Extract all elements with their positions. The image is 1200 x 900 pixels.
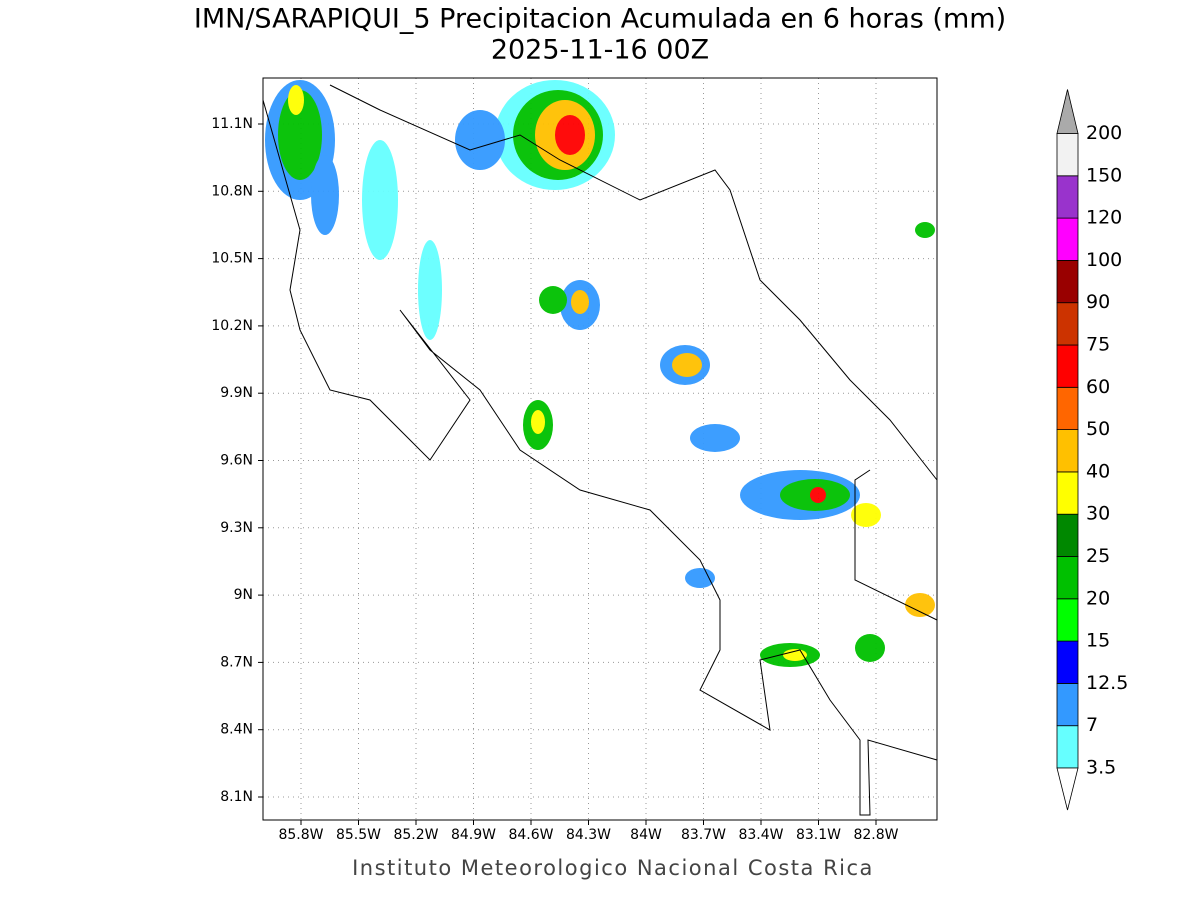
- precip-area: [288, 85, 304, 115]
- colorbar-segment: [1056, 640, 1079, 684]
- lon-label: 84.9W: [451, 827, 496, 843]
- axis-labels: 11.1N 10.8N 10.5N 10.2N 9.9N 9.6N 9.3N 9N 8.7N 8.…: [211, 116, 898, 843]
- lat-label: 10.5N: [211, 251, 253, 267]
- lon-label: 85.2W: [393, 827, 438, 843]
- precip-area: [690, 424, 740, 452]
- lat-label: 9.9N: [220, 385, 253, 401]
- colorbar-segment: [1056, 133, 1079, 177]
- lat-label: 9.3N: [220, 520, 253, 536]
- map-frame: [262, 77, 938, 821]
- precip-area: [810, 487, 826, 503]
- precip-area: [278, 90, 322, 180]
- lon-label: 84W: [630, 827, 662, 843]
- colorbar-label: 120: [1086, 207, 1122, 229]
- colorbar-label: 75: [1086, 334, 1110, 356]
- colorbar-segment: [1056, 259, 1079, 304]
- precip-area: [531, 410, 545, 434]
- lon-label: 83.4W: [738, 827, 783, 843]
- colorbar-label: 25: [1086, 545, 1110, 567]
- border: [854, 469, 938, 621]
- colorbar-over: [1056, 89, 1079, 134]
- colorbar-segment: [1056, 683, 1079, 727]
- precip-area: [311, 155, 339, 235]
- lon-label: 85.5W: [336, 827, 381, 843]
- colorbar-segment: [1056, 429, 1079, 473]
- footer: Instituto Meteorologico Nacional Costa R…: [352, 856, 874, 880]
- colorbar-segment: [1056, 344, 1079, 388]
- colorbar-label: 50: [1086, 418, 1110, 440]
- border: [329, 84, 938, 481]
- precip-area: [672, 353, 702, 377]
- colorbar-label: 15: [1086, 630, 1110, 652]
- precipitation: [265, 80, 935, 667]
- colorbar-segment: [1056, 725, 1079, 769]
- colorbar-label: 40: [1086, 460, 1110, 482]
- colorbar-segment: [1056, 556, 1079, 600]
- lat-label: 11.1N: [211, 116, 253, 132]
- precip-area: [362, 140, 398, 260]
- lon-label: 84.6W: [508, 827, 553, 843]
- colorbar-segment: [1056, 471, 1079, 515]
- lon-label: 83.1W: [796, 827, 841, 843]
- colorbar-label: 20: [1086, 587, 1110, 609]
- colorbar-label: 12.5: [1086, 672, 1128, 694]
- precip-area: [455, 110, 505, 170]
- lon-label: 85.8W: [278, 827, 323, 843]
- coastline: [262, 84, 938, 816]
- lat-label: 10.2N: [211, 318, 253, 334]
- precip-area: [915, 222, 935, 238]
- colorbar-label: 150: [1086, 164, 1122, 186]
- colorbar-label: 200: [1086, 122, 1122, 144]
- colorbar-under: [1056, 767, 1079, 811]
- precip-area: [555, 115, 585, 155]
- colorbar-segment: [1056, 175, 1079, 219]
- lat-label: 9.6N: [220, 453, 253, 469]
- lon-label: 84.3W: [566, 827, 611, 843]
- colorbar: 3.5 7 12.5 15 20 25 30 40 50 60 75 90 100 120 150 200: [1056, 89, 1128, 811]
- precip-area: [539, 286, 567, 314]
- precip-area: [418, 240, 442, 340]
- lat-label: 8.4N: [220, 722, 253, 738]
- colorbar-segment: [1056, 598, 1079, 642]
- colorbar-label: 30: [1086, 503, 1110, 525]
- subtitle: 2025-11-16 00Z: [491, 35, 709, 66]
- lat-label: 9N: [234, 587, 253, 603]
- precip-area: [905, 593, 935, 617]
- lat-label: 8.1N: [220, 789, 253, 805]
- precip-area: [851, 503, 881, 527]
- precip-area: [685, 568, 715, 588]
- precip-area: [855, 634, 885, 662]
- title: IMN/SARAPIQUI_5 Precipitacion Acumulada …: [194, 4, 1006, 35]
- lon-label: 83.7W: [681, 827, 726, 843]
- colorbar-segment: [1056, 302, 1079, 346]
- lat-label: 8.7N: [220, 654, 253, 670]
- lon-label: 82.8W: [853, 827, 898, 843]
- lat-label: 10.8N: [211, 183, 253, 199]
- colorbar-segment: [1056, 217, 1079, 261]
- colorbar-label: 90: [1086, 291, 1110, 313]
- colorbar-label: 3.5: [1086, 757, 1116, 779]
- colorbar-label: 60: [1086, 376, 1110, 398]
- precip-area: [571, 290, 589, 314]
- colorbar-segment: [1056, 513, 1079, 557]
- colorbar-segment: [1056, 386, 1079, 430]
- colorbar-label: 7: [1086, 714, 1098, 736]
- coast: [262, 99, 938, 816]
- colorbar-label: 100: [1086, 249, 1122, 271]
